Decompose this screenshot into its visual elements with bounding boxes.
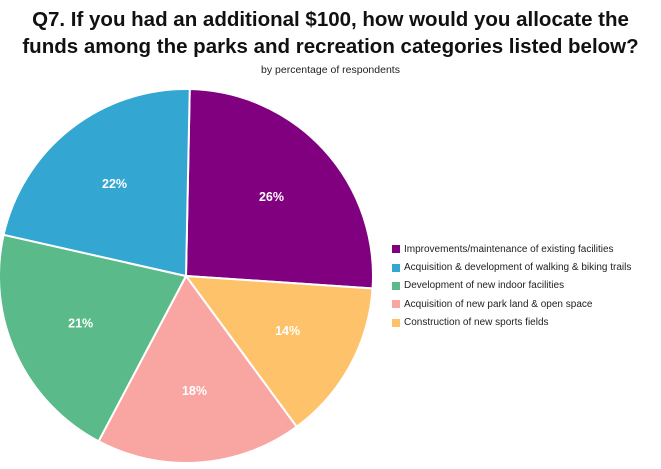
legend-label: Acquisition & development of walking & b… <box>404 262 632 274</box>
chart-title-line-1: Q7. If you had an additional $100, how w… <box>32 8 629 31</box>
legend-swatch <box>392 318 400 327</box>
pie-slice-label-3: 18% <box>182 384 207 398</box>
legend-item: Development of new indoor facilities <box>392 277 631 295</box>
legend-swatch <box>392 281 400 290</box>
legend-label: Improvements/maintenance of existing fac… <box>404 243 614 255</box>
chart-subtitle: by percentage of respondents <box>261 64 400 76</box>
chart-legend: Improvements/maintenance of existing fac… <box>392 240 631 332</box>
legend-item: Improvements/maintenance of existing fac… <box>392 240 631 258</box>
pie-slice-label-4: 14% <box>275 324 300 338</box>
chart-title: Q7. If you had an additional $100, how w… <box>0 6 661 60</box>
legend-label: Development of new indoor facilities <box>404 280 565 292</box>
pie-slice-4 <box>183 274 374 429</box>
pie-slice-0 <box>184 88 374 290</box>
pie-slice-label-1: 22% <box>102 177 127 191</box>
legend-item: Acquisition of new park land & open spac… <box>392 295 631 313</box>
legend-item: Construction of new sports fields <box>392 314 631 332</box>
pie-slice-label-0: 26% <box>259 190 284 204</box>
pie-slice-2 <box>0 233 188 443</box>
pie-slice-1 <box>2 88 191 278</box>
legend-label: Acquisition of new park land & open spac… <box>404 298 593 310</box>
pie-slice-3 <box>97 274 299 464</box>
legend-swatch <box>392 263 400 272</box>
chart-title-line-2: funds among the parks and recreation cat… <box>22 35 639 58</box>
legend-swatch <box>392 300 400 309</box>
legend-item: Acquisition & development of walking & b… <box>392 258 631 276</box>
legend-swatch <box>392 245 400 254</box>
pie-slice-label-2: 21% <box>68 317 93 331</box>
legend-label: Construction of new sports fields <box>404 317 549 329</box>
